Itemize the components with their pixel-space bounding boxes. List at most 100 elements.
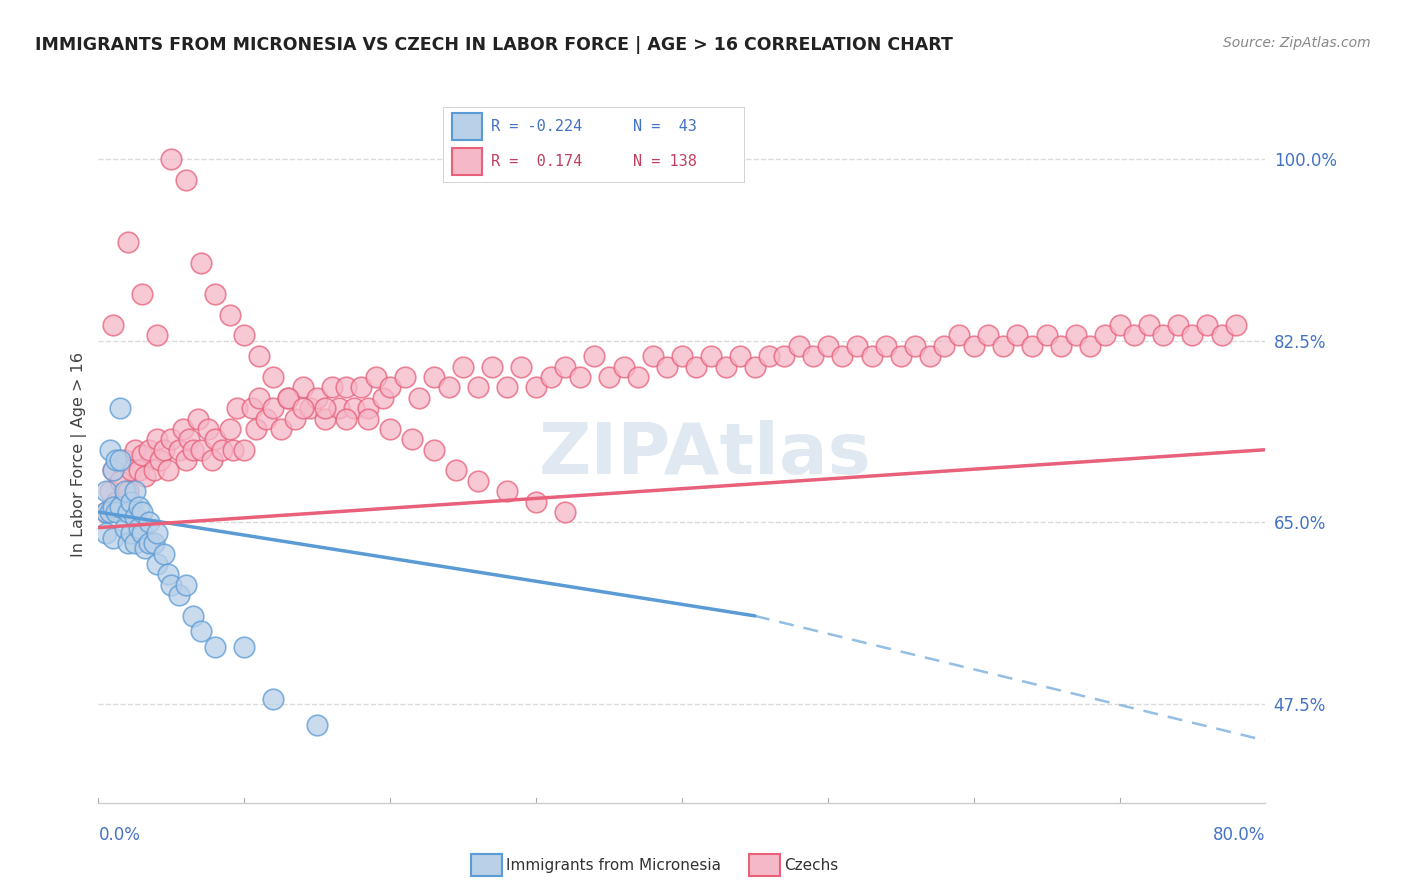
Point — [124, 536, 146, 550]
Point — [204, 640, 226, 654]
Point — [138, 442, 160, 457]
Point — [187, 411, 209, 425]
Point — [174, 578, 197, 592]
Point — [321, 380, 343, 394]
Point — [496, 380, 519, 394]
Point — [104, 505, 127, 519]
Point — [138, 536, 160, 550]
Point — [201, 453, 224, 467]
Point — [671, 349, 693, 363]
Point — [131, 287, 153, 301]
Text: R = -0.224: R = -0.224 — [491, 120, 582, 135]
Point — [110, 474, 132, 488]
Point — [730, 349, 752, 363]
Point — [177, 433, 200, 447]
Point — [1064, 328, 1087, 343]
Point — [657, 359, 679, 374]
Point — [277, 391, 299, 405]
Point — [94, 484, 117, 499]
Point — [1123, 328, 1146, 343]
Point — [146, 557, 169, 571]
Y-axis label: In Labor Force | Age > 16: In Labor Force | Age > 16 — [72, 352, 87, 558]
Point — [1181, 328, 1204, 343]
Point — [1195, 318, 1218, 332]
Point — [627, 370, 650, 384]
Point — [101, 531, 124, 545]
Point — [104, 453, 127, 467]
Point — [371, 391, 394, 405]
Point — [598, 370, 620, 384]
Point — [1094, 328, 1116, 343]
Point — [540, 370, 562, 384]
Point — [860, 349, 883, 363]
Point — [128, 520, 150, 534]
Point — [94, 505, 117, 519]
Point — [181, 608, 204, 623]
Point — [1007, 328, 1029, 343]
Point — [218, 308, 240, 322]
Point — [583, 349, 606, 363]
Point — [110, 401, 132, 416]
Point — [197, 422, 219, 436]
Point — [167, 442, 190, 457]
Point — [423, 442, 446, 457]
Point — [110, 453, 132, 467]
Point — [714, 359, 737, 374]
FancyBboxPatch shape — [443, 107, 745, 183]
Point — [110, 500, 132, 514]
Point — [226, 401, 249, 416]
Point — [641, 349, 664, 363]
Point — [846, 339, 869, 353]
Point — [157, 463, 180, 477]
Point — [160, 433, 183, 447]
Point — [174, 453, 197, 467]
Point — [146, 433, 169, 447]
Point — [160, 578, 183, 592]
Point — [328, 401, 350, 416]
Point — [167, 588, 190, 602]
Text: Czechs: Czechs — [785, 858, 839, 872]
FancyBboxPatch shape — [451, 148, 482, 175]
Point — [262, 692, 284, 706]
Text: ZIPAtlas: ZIPAtlas — [538, 420, 872, 490]
Text: 0.0%: 0.0% — [98, 826, 141, 844]
Point — [142, 463, 165, 477]
Point — [1108, 318, 1130, 332]
Point — [343, 401, 366, 416]
Point — [380, 422, 402, 436]
Point — [977, 328, 1000, 343]
Point — [357, 411, 380, 425]
Point — [467, 380, 489, 394]
Point — [284, 411, 307, 425]
Text: N = 138: N = 138 — [633, 154, 697, 169]
Point — [120, 525, 142, 540]
Point — [131, 525, 153, 540]
Point — [134, 541, 156, 556]
Point — [801, 349, 824, 363]
Point — [1225, 318, 1247, 332]
Point — [291, 401, 314, 416]
Point — [934, 339, 956, 353]
Point — [94, 505, 117, 519]
Point — [962, 339, 984, 353]
Point — [174, 172, 197, 186]
Point — [149, 453, 172, 467]
Point — [524, 380, 547, 394]
Point — [190, 624, 212, 639]
Point — [291, 380, 314, 394]
Point — [451, 359, 474, 374]
Point — [444, 463, 467, 477]
Point — [98, 442, 121, 457]
Point — [114, 520, 136, 534]
Point — [991, 339, 1014, 353]
Point — [1035, 328, 1057, 343]
FancyBboxPatch shape — [451, 113, 482, 140]
Point — [157, 567, 180, 582]
Point — [875, 339, 897, 353]
Point — [612, 359, 634, 374]
Point — [1167, 318, 1189, 332]
Point — [510, 359, 533, 374]
Point — [394, 370, 416, 384]
Point — [496, 484, 519, 499]
Point — [181, 442, 204, 457]
